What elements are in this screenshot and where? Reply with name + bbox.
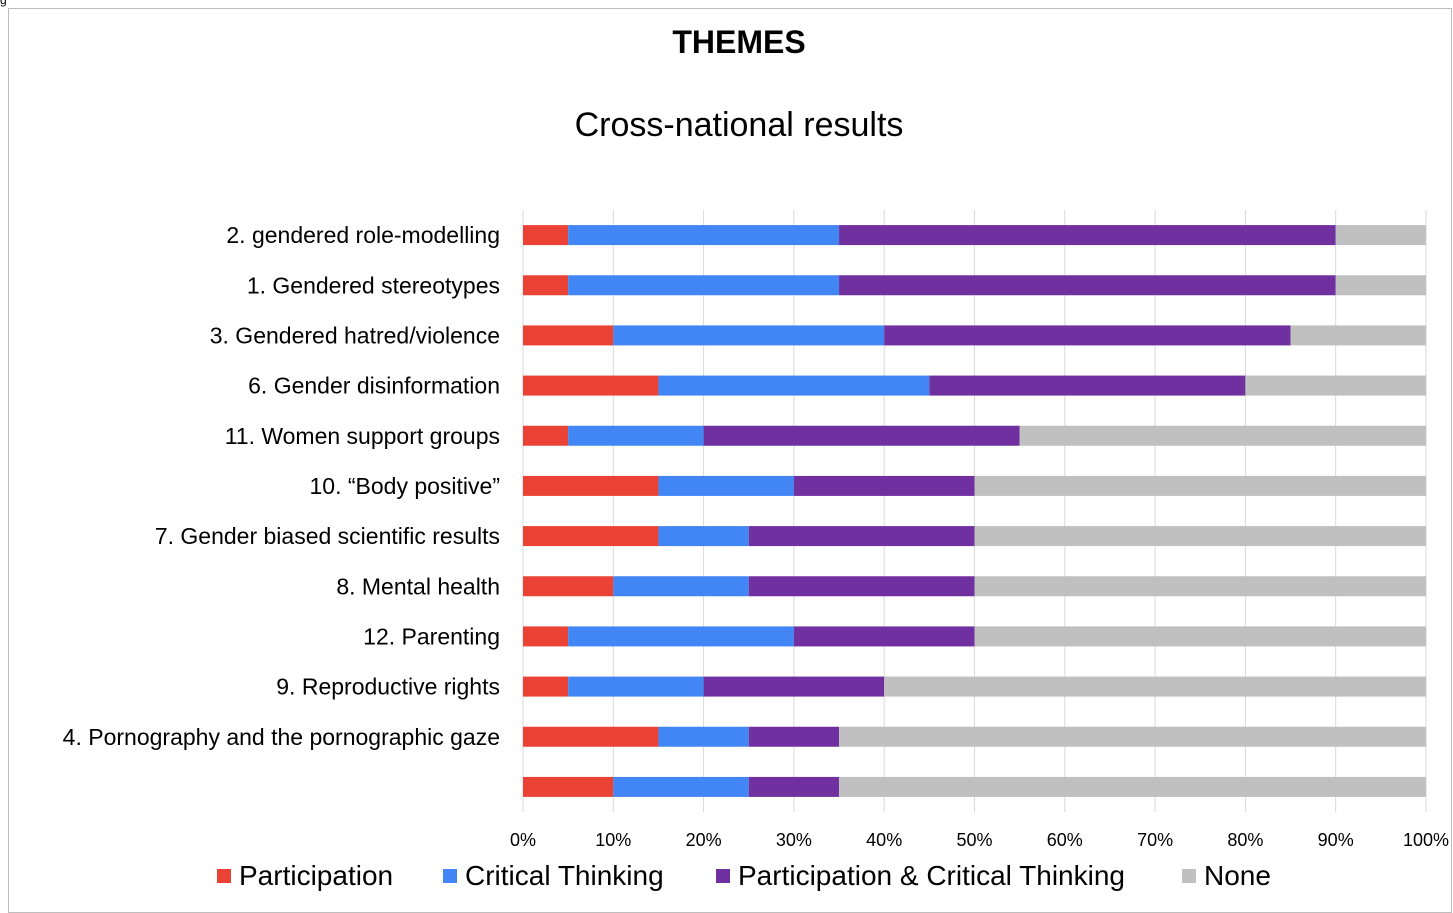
bar-segment-critical-thinking <box>568 676 704 697</box>
bar-segment-participation-critical-thinking <box>793 626 975 647</box>
bar-segment-participation-critical-thinking <box>793 475 975 496</box>
y-category-label: 11. Women support groups <box>225 423 500 449</box>
legend-item: Participation & Critical Thinking <box>716 860 1125 892</box>
x-tick-label: 40% <box>866 830 902 850</box>
bar-segment-none <box>884 676 1426 697</box>
y-category-label: 10. “Body positive” <box>310 473 500 499</box>
bar-segment-participation <box>523 225 569 246</box>
bar-segment-critical-thinking <box>568 626 794 647</box>
legend-label: Participation & Critical Thinking <box>738 860 1125 891</box>
bar-segment-none <box>974 626 1426 647</box>
legend-swatch <box>443 869 457 883</box>
bar-segment-participation <box>523 425 569 446</box>
bar-segment-participation <box>523 676 569 697</box>
bar-segment-participation-critical-thinking <box>748 726 840 747</box>
bar-segment-participation <box>523 325 614 346</box>
bar-segment-participation <box>523 776 614 797</box>
bar-segment-none <box>839 776 1426 797</box>
y-category-label: 3. Gendered hatred/violence <box>210 322 500 348</box>
x-tick-label: 60% <box>1047 830 1083 850</box>
bar-segment-participation <box>523 475 659 496</box>
bar-segment-none <box>839 726 1426 747</box>
legend-label: Participation <box>239 860 394 891</box>
bar-segment-participation <box>523 275 569 296</box>
bar-segment-participation <box>523 726 659 747</box>
x-tick-label: 10% <box>595 830 631 850</box>
y-category-label: 7. Gender biased scientific results <box>155 523 500 549</box>
bar-segment-participation-critical-thinking <box>703 425 1020 446</box>
bar-segment-none <box>1019 425 1426 446</box>
bar-segment-critical-thinking <box>658 475 794 496</box>
bar-segment-critical-thinking <box>568 275 840 296</box>
bar-segment-none <box>974 526 1426 547</box>
bar-segment-none <box>974 475 1426 496</box>
bar-segment-critical-thinking <box>613 576 749 597</box>
bar-segment-participation <box>523 626 569 647</box>
bar-segment-critical-thinking <box>658 526 749 547</box>
legend-swatch <box>1182 869 1196 883</box>
legend-item: None <box>1182 860 1271 892</box>
bar-segment-critical-thinking <box>568 425 704 446</box>
x-tick-label: 100% <box>1403 830 1449 850</box>
bar-segment-critical-thinking <box>568 225 840 246</box>
chart-subtitle: Cross-national results <box>574 106 904 144</box>
legend-swatch <box>716 869 730 883</box>
x-tick-label: 80% <box>1227 830 1263 850</box>
legend-label: None <box>1204 860 1271 891</box>
x-tick-label: 20% <box>686 830 722 850</box>
bar-segment-participation <box>523 576 614 597</box>
bar-segment-critical-thinking <box>658 726 749 747</box>
y-category-label: 4. Pornography and the pornographic gaze <box>63 724 500 750</box>
legend-item: Participation <box>217 860 393 892</box>
bar-segment-participation-critical-thinking <box>748 776 840 797</box>
y-category-label: 6. Gender disinformation <box>248 373 500 399</box>
bar-segment-participation-critical-thinking <box>748 526 975 547</box>
bar-segment-participation-critical-thinking <box>839 225 1336 246</box>
bar-segment-critical-thinking <box>613 325 885 346</box>
bar-segment-none <box>1290 325 1426 346</box>
bar-segment-participation-critical-thinking <box>839 275 1336 296</box>
legend-label: Critical Thinking <box>465 860 664 891</box>
bar-segment-participation-critical-thinking <box>748 576 975 597</box>
bar-segment-critical-thinking <box>613 776 749 797</box>
stacked-bar-chart: 0% 10% 20% 30% 40% 50% 60% 70% 80% 90% 100% 2. gend… <box>63 210 1449 850</box>
y-category-label: 9. Reproductive rights <box>276 674 500 700</box>
bar-segment-participation <box>523 526 659 547</box>
corner-mark: g <box>0 0 7 7</box>
chart-legend: Participation Critical Thinking Participat… <box>0 860 1453 900</box>
bar-segment-none <box>1335 225 1426 246</box>
y-category-label: 12. Parenting <box>363 623 500 649</box>
bar-segment-participation-critical-thinking <box>884 325 1291 346</box>
bar-segment-participation <box>523 375 659 396</box>
y-category-label: 1. Gendered stereotypes <box>247 272 500 298</box>
y-category-label: 8. Mental health <box>336 573 500 599</box>
y-category-label: 2. gendered role-modelling <box>226 222 500 248</box>
x-tick-label: 30% <box>776 830 812 850</box>
bar-segment-none <box>1335 275 1426 296</box>
x-tick-label: 70% <box>1137 830 1173 850</box>
bar-segment-participation-critical-thinking <box>703 676 885 697</box>
legend-swatch <box>217 869 231 883</box>
bar-segment-none <box>974 576 1426 597</box>
bar-segment-none <box>1245 375 1426 396</box>
bar-segment-participation-critical-thinking <box>929 375 1246 396</box>
x-tick-label: 90% <box>1318 830 1354 850</box>
x-tick-label: 0% <box>510 830 536 850</box>
bar-segment-critical-thinking <box>658 375 930 396</box>
legend-item: Critical Thinking <box>443 860 664 892</box>
chart-title: THEMES <box>672 24 806 60</box>
x-tick-label: 50% <box>956 830 992 850</box>
